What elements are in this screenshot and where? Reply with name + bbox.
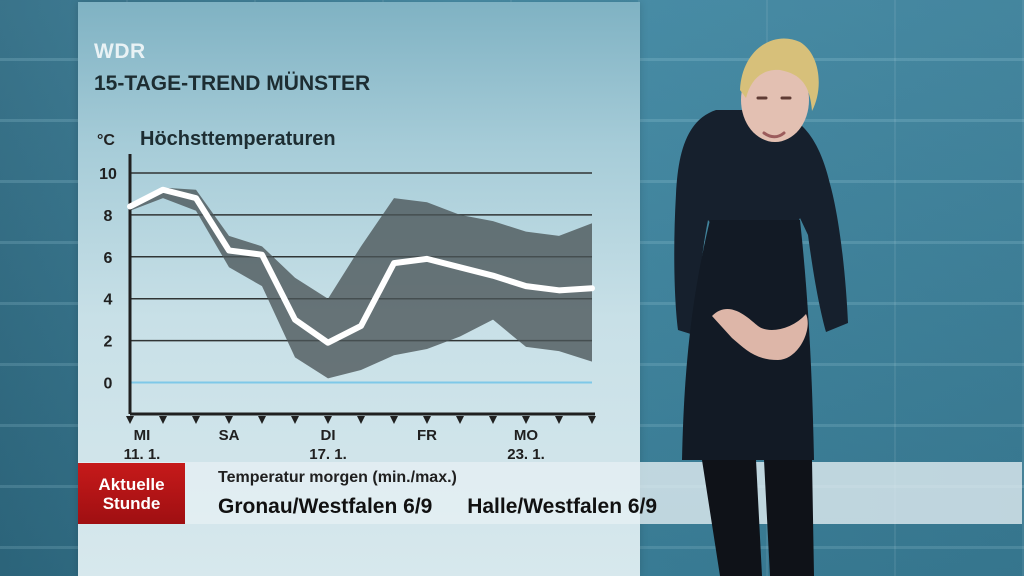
x-tick-label: FR	[417, 427, 437, 444]
x-tick-label: SA	[219, 427, 240, 444]
presenter-face	[741, 58, 809, 142]
y-tick-label: 2	[104, 334, 113, 351]
page-title: 15-TAGE-TREND MÜNSTER	[94, 72, 371, 95]
logo-line-1: Aktuelle	[98, 474, 165, 494]
x-date-label: 23. 1.	[507, 446, 545, 463]
presenter-figure	[674, 38, 848, 576]
y-tick-label: 0	[104, 376, 113, 393]
x-tick	[357, 416, 365, 424]
presenter-hair	[740, 38, 819, 112]
y-tick-label: 8	[104, 208, 113, 225]
x-tick-label: MI	[134, 427, 151, 444]
x-tick	[159, 416, 167, 424]
presenter-hands	[712, 309, 808, 360]
x-tick	[126, 416, 134, 424]
x-tick	[192, 416, 200, 424]
uncertainty-band	[130, 187, 592, 379]
x-tick	[390, 416, 398, 424]
news-ticker	[78, 462, 1022, 524]
x-date-label: 11. 1.	[124, 446, 161, 463]
wdr-logo: WDR	[94, 40, 146, 63]
x-tick	[324, 416, 332, 424]
presenter-legs	[702, 460, 814, 576]
x-tick	[588, 416, 596, 424]
x-tick-label: MO	[514, 427, 538, 444]
x-tick	[423, 416, 431, 424]
y-axis-unit-label: °C	[97, 132, 115, 149]
x-tick-label: DI	[321, 427, 336, 444]
x-date-label: 17. 1.	[309, 446, 347, 463]
ticker-item-halle: Halle/Westfalen 6/9	[467, 495, 658, 518]
x-tick	[555, 416, 563, 424]
x-tick	[522, 416, 530, 424]
y-tick-label: 4	[104, 292, 113, 309]
ticker-values: Gronau/Westfalen 6/9 Halle/Westfalen 6/9	[218, 495, 686, 519]
temperature-chart-svg: 0 2 4 6 8 10 MI 11. 1. SA DI 17. 1. FR MO 23. 1.	[99, 154, 596, 463]
x-tick	[489, 416, 497, 424]
ticker-item-gronau: Gronau/Westfalen 6/9	[218, 495, 433, 518]
x-tick	[258, 416, 266, 424]
x-tick	[225, 416, 233, 424]
ticker-heading: Temperatur morgen (min./max.)	[218, 469, 457, 486]
temperature-chart: 0 2 4 6 8 10 MI 11. 1. SA DI 17. 1. FR MO 23. 1.	[80, 120, 640, 465]
x-tick	[456, 416, 464, 424]
y-tick-label: 10	[99, 166, 117, 183]
aktuelle-stunde-logo: Aktuelle Stunde	[78, 463, 185, 524]
y-tick-label: 6	[104, 250, 113, 267]
x-tick	[291, 416, 299, 424]
chart-title: Höchsttemperaturen	[140, 128, 336, 150]
logo-line-2: Stunde	[102, 493, 161, 513]
